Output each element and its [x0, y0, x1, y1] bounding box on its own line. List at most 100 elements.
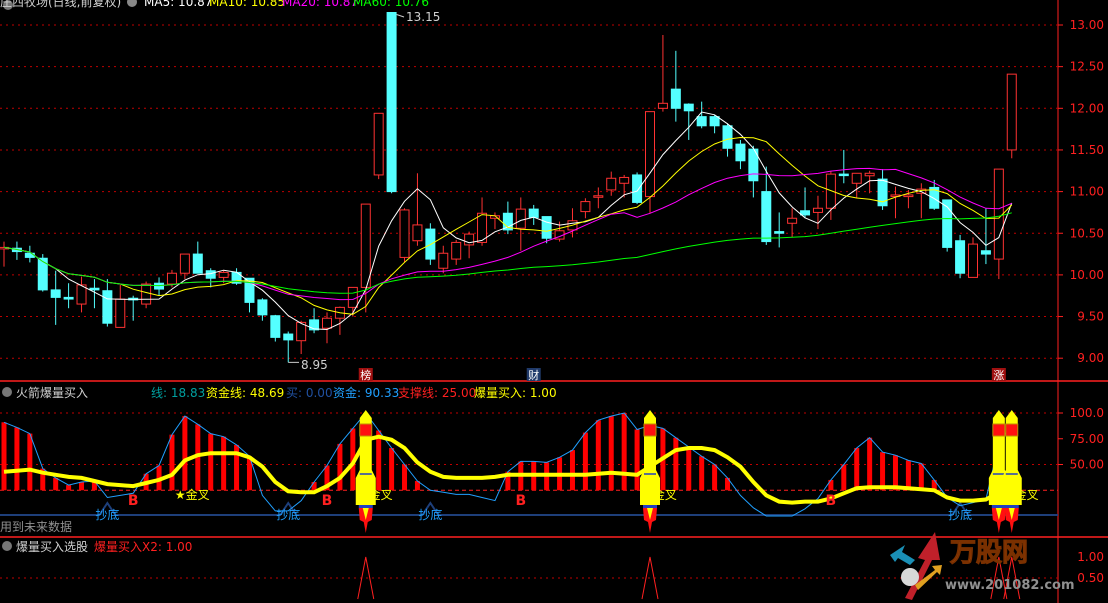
bottom-fishing-line — [0, 501, 1058, 516]
fund-bar — [918, 463, 924, 491]
candle-body — [774, 231, 785, 234]
buy-marker: B — [515, 493, 526, 509]
indicator-settings-icon[interactable] — [2, 387, 12, 397]
candle-body — [942, 199, 953, 248]
price-axis: 13.00 12.50 12.00 11.50 11.00 10.50 10.00 9.50 9… — [1058, 18, 1104, 585]
candle-body — [412, 224, 423, 242]
candle-body — [386, 12, 397, 193]
candle-body — [205, 270, 216, 279]
candle-body — [761, 191, 772, 243]
candle-body — [980, 250, 991, 255]
fund-bar — [40, 468, 46, 491]
fund-bar — [725, 477, 731, 491]
candle-body — [593, 195, 604, 198]
high-pointer — [396, 14, 405, 18]
candle-body — [1006, 73, 1017, 151]
rocket-flame-core — [995, 508, 1002, 520]
fund-bar — [1, 422, 7, 491]
rocket-flame-core — [362, 508, 369, 520]
selector-tick-label: 1.00 — [1077, 550, 1104, 564]
candle-body — [812, 207, 823, 213]
indicator-tick-label: 50.00 — [1070, 458, 1104, 472]
fund-bar — [14, 427, 20, 491]
rocket-flame — [991, 508, 1006, 533]
candle-body — [722, 125, 733, 149]
candle-body — [218, 271, 229, 278]
fund-bar — [867, 437, 873, 491]
fund-bar — [311, 482, 317, 491]
rocket-flame — [358, 508, 373, 533]
price-tick-label: 11.00 — [1070, 185, 1104, 199]
candle-body — [179, 253, 190, 274]
bottom-fishing-label: 抄底 — [948, 507, 972, 522]
candle-body — [399, 209, 410, 258]
candle-body — [955, 240, 966, 274]
ma60-readout: MA60: 10.76 — [353, 0, 429, 9]
candle-body — [37, 257, 48, 291]
candle-body — [903, 194, 914, 198]
candle-body — [502, 212, 513, 231]
candle-body — [283, 333, 294, 341]
candle-body — [800, 210, 811, 216]
candle-body — [929, 186, 940, 209]
candle-body — [877, 178, 888, 207]
fund-bar — [182, 416, 188, 491]
fund-bar — [608, 416, 614, 491]
fund-bar — [841, 464, 847, 491]
price-tick-label: 11.50 — [1070, 143, 1104, 157]
rocket-flame — [1004, 508, 1019, 533]
rocket-icon — [1001, 410, 1022, 533]
fund-line-curve — [3, 434, 1014, 505]
selector-settings-icon[interactable] — [2, 541, 12, 551]
fund-bar — [905, 460, 911, 491]
candlestick-layer: 榜财涨 — [0, 12, 1017, 382]
fund-bar — [246, 456, 252, 491]
moving-average-layer — [3, 111, 1013, 331]
fund-bar — [208, 433, 214, 491]
candle-body — [63, 296, 74, 300]
selector-signal — [357, 556, 375, 600]
candle-body — [50, 289, 61, 298]
settings-icon[interactable] — [3, 0, 13, 10]
fund-bar — [892, 455, 898, 491]
indicator-title[interactable]: 火箭爆量买入 — [16, 385, 88, 400]
candle-body — [968, 243, 978, 278]
rocket-flame-core — [1008, 508, 1015, 520]
event-tag: 榜 — [360, 368, 371, 382]
fund-bar — [712, 464, 718, 491]
fund-bar — [505, 471, 511, 491]
selector-readout: 爆量买入X2: 1.00 — [94, 540, 192, 554]
candle-body — [166, 272, 177, 285]
gear-icon[interactable] — [127, 0, 137, 7]
fund-bar — [634, 429, 640, 491]
fund-bar — [686, 446, 692, 491]
candle-body — [438, 252, 449, 269]
buy-marker: B — [128, 493, 139, 509]
chart-title: 庄西牧场(日线,前复权) — [0, 0, 121, 9]
candle-body — [735, 143, 746, 162]
svg-text:万股网: 万股网 — [950, 538, 1028, 568]
candle-body — [451, 241, 462, 260]
rocket-nozzle — [991, 505, 1006, 508]
svg-text:www.201082.com: www.201082.com — [945, 578, 1075, 593]
candle-body — [619, 176, 630, 184]
selector-signal — [641, 556, 659, 600]
buy-marker: B — [322, 493, 333, 509]
candle-body — [580, 201, 591, 213]
support-line-readout: 支撑线: 25.00 — [398, 385, 476, 400]
fund-bar — [91, 480, 97, 491]
candle-body — [347, 286, 358, 308]
candle-body — [309, 319, 320, 331]
rocket-nozzle — [1004, 505, 1019, 508]
candle-body — [709, 116, 720, 127]
candle-body — [322, 317, 332, 329]
line-readout: 线: 18.83 — [151, 386, 205, 400]
event-tag-bg — [526, 368, 541, 381]
future-data-note: 用到未来数据 — [0, 519, 72, 534]
event-tag: 涨 — [993, 369, 1004, 382]
fund-bar — [169, 434, 175, 491]
rocket-window — [992, 423, 1006, 437]
fund-bar — [402, 464, 408, 491]
selector-title[interactable]: 爆量买入选股 — [16, 540, 88, 554]
